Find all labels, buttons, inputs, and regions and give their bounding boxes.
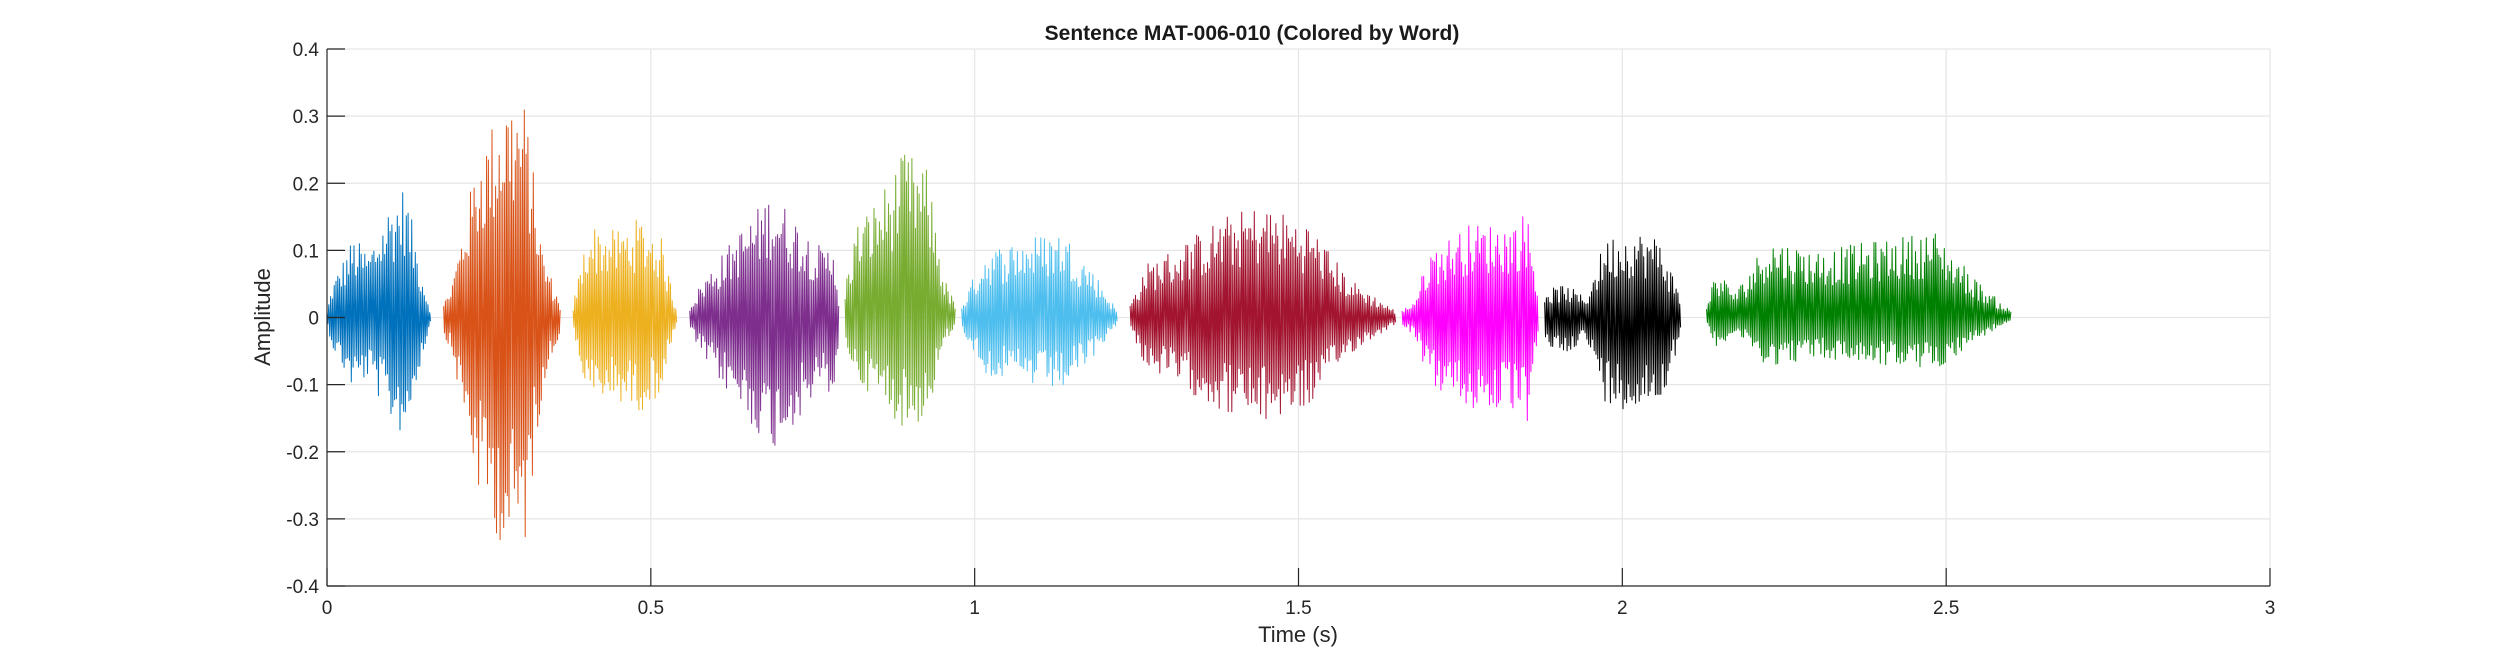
y-tick-label: -0.1 bbox=[286, 376, 319, 397]
waveform-word-7 bbox=[1129, 211, 1397, 420]
waveform-word-9 bbox=[1544, 236, 1682, 410]
x-tick-label: 2 bbox=[1617, 598, 1628, 619]
axes bbox=[326, 48, 2271, 587]
waveform-word-1 bbox=[326, 192, 432, 431]
x-axis-label: Time (s) bbox=[1258, 622, 1338, 647]
x-tick-label: 0 bbox=[322, 598, 333, 619]
x-tick-label: 1 bbox=[969, 598, 980, 619]
waveform-word-4 bbox=[689, 204, 840, 446]
x-tick-label: 2.5 bbox=[1933, 598, 1959, 619]
y-tick-label: 0.2 bbox=[293, 174, 319, 195]
y-tick-labels: -0.4 -0.3 -0.2 -0.1 0 0.1 0.2 0.3 0.4 bbox=[286, 40, 319, 598]
waveform-word-8 bbox=[1401, 216, 1539, 421]
y-tick-label: 0.4 bbox=[293, 40, 320, 61]
x-tick-label: 3 bbox=[2265, 598, 2276, 619]
y-tick-label: 0 bbox=[308, 309, 319, 330]
waveform-word-5 bbox=[844, 154, 956, 426]
y-tick-label: 0.3 bbox=[293, 107, 319, 128]
x-tick-labels: 0 0.5 1 1.5 2 2.5 3 bbox=[322, 598, 2276, 619]
waveform-word-3 bbox=[572, 219, 678, 411]
x-tick-label: 0.5 bbox=[638, 598, 664, 619]
y-axis-label: Amplitude bbox=[250, 268, 275, 366]
chart-title: Sentence MAT-006-010 (Colored by Word) bbox=[1045, 22, 1460, 45]
x-tick-label: 1.5 bbox=[1285, 598, 1311, 619]
y-tick-label: -0.2 bbox=[286, 443, 319, 464]
waveform-word-2 bbox=[443, 109, 561, 541]
waveform-series-group bbox=[326, 109, 2012, 541]
y-tick-label: -0.3 bbox=[286, 510, 319, 531]
y-tick-label: -0.4 bbox=[286, 577, 319, 598]
waveform-word-10 bbox=[1706, 233, 2012, 368]
waveform-word-6 bbox=[961, 237, 1118, 387]
y-tick-label: 0.1 bbox=[293, 241, 319, 262]
